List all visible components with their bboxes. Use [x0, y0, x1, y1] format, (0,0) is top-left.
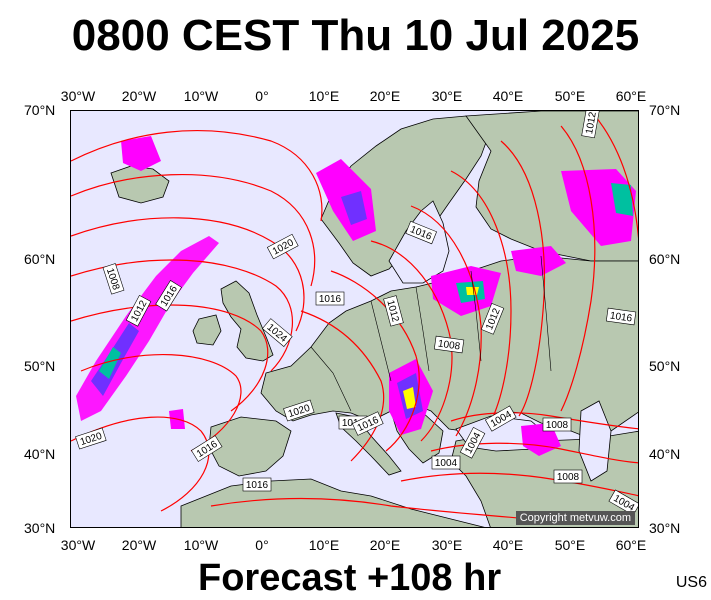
isobar-label: 1008 — [553, 469, 583, 484]
isobar-label: 1012 — [383, 295, 404, 327]
lon-label: 10°W — [183, 537, 219, 553]
svg-text:1008: 1008 — [437, 339, 461, 353]
precip-baltic-peak — [466, 287, 479, 295]
lon-label: 40°E — [492, 537, 524, 553]
lat-label: 70°N — [24, 102, 56, 118]
lon-label: 10°E — [308, 88, 340, 104]
caspian-sea — [578, 400, 612, 482]
copyright-badge[interactable]: Copyright metvuw.com — [515, 511, 635, 525]
isobar-line — [80, 354, 242, 452]
isobar-label: 1008 — [542, 417, 572, 432]
lat-label: 60°N — [649, 251, 681, 267]
lon-label: 20°W — [121, 537, 157, 553]
isobar-line — [330, 270, 420, 452]
precip-russia-east — [511, 246, 566, 276]
svg-text:1016: 1016 — [246, 480, 269, 491]
lon-label: 20°W — [121, 88, 157, 104]
lon-label: 10°W — [183, 88, 219, 104]
svg-text:1016: 1016 — [319, 294, 342, 305]
lon-label: 20°E — [369, 537, 401, 553]
borders — [310, 255, 552, 412]
isobar-line — [71, 173, 316, 287]
isobar-labels: 1008 1012 1016 1020 1024 1016 1020 1016 … — [75, 111, 638, 516]
lon-label: 30°E — [431, 537, 463, 553]
isobar-label: 1016 — [315, 291, 345, 306]
lon-label: 10°E — [308, 537, 340, 553]
isobar-line — [71, 217, 305, 332]
isobar-label: 1016 — [405, 220, 437, 245]
precip-norway-core — [341, 191, 367, 225]
lon-label: 0° — [255, 88, 269, 104]
lat-label: 40°N — [649, 446, 681, 462]
lon-label: 50°E — [554, 537, 586, 553]
border-line — [310, 346, 352, 412]
lon-label: 30°E — [431, 88, 463, 104]
isobar-line — [400, 472, 638, 497]
svg-text:1012: 1012 — [584, 111, 599, 135]
ireland-land — [192, 314, 222, 346]
lat-label: 50°N — [649, 358, 681, 374]
isobar-line — [71, 416, 210, 512]
baltic-sea — [388, 200, 450, 284]
precip-urals-core — [611, 183, 633, 216]
isobar-line — [300, 310, 385, 462]
precip-atlantic-peak — [99, 347, 121, 379]
isobar-label: 1016 — [605, 307, 637, 326]
isobar-line — [210, 497, 552, 522]
lon-label: 40°E — [492, 88, 524, 104]
isobar-label: 1016 — [242, 477, 272, 492]
lon-label: 30°W — [60, 537, 96, 553]
isobar-label: 1004 — [431, 455, 461, 470]
isobar-line — [500, 140, 545, 417]
model-label: US6 — [675, 574, 707, 591]
isobar-line — [450, 412, 638, 430]
lat-label: 70°N — [649, 102, 681, 118]
isobar-line — [450, 170, 512, 422]
svg-text:1008: 1008 — [546, 420, 569, 431]
precip-iceland — [121, 136, 161, 171]
lat-label: 40°N — [24, 446, 56, 462]
page-title: 0800 CEST Thu 10 Jul 2025 — [71, 11, 640, 60]
border-line — [470, 270, 482, 362]
precip-balkans-peak — [403, 387, 416, 409]
lon-label: 50°E — [554, 88, 586, 104]
lat-label: 30°N — [649, 520, 681, 536]
iberia-land — [208, 416, 292, 477]
svg-text:1016: 1016 — [609, 311, 633, 325]
isobar-line — [71, 130, 323, 222]
lat-label: 60°N — [24, 251, 56, 267]
isobar-line — [410, 205, 482, 437]
lon-label: 60°E — [615, 537, 647, 553]
lat-label: 50°N — [24, 358, 56, 374]
border-line — [415, 286, 430, 372]
border-line — [540, 255, 552, 372]
lon-label: 0° — [255, 537, 269, 553]
forecast-map: 1008 1012 1016 1020 1024 1016 1020 1016 … — [70, 110, 639, 528]
lon-label: 30°W — [60, 88, 96, 104]
border-line — [370, 300, 392, 382]
isobar-label: 1008 — [433, 335, 465, 354]
isobar-line — [560, 125, 596, 412]
isobar-label: 1012 — [581, 111, 600, 139]
forecast-hour-label: Forecast +108 hr — [198, 557, 502, 599]
lon-label: 60°E — [615, 88, 647, 104]
lon-label: 20°E — [369, 88, 401, 104]
svg-text:1004: 1004 — [435, 458, 458, 469]
lat-label: 30°N — [24, 520, 56, 536]
map-canvas: 1008 1012 1016 1020 1024 1016 1020 1016 … — [71, 111, 638, 527]
svg-text:1008: 1008 — [557, 472, 580, 483]
isobar-line — [590, 111, 638, 240]
